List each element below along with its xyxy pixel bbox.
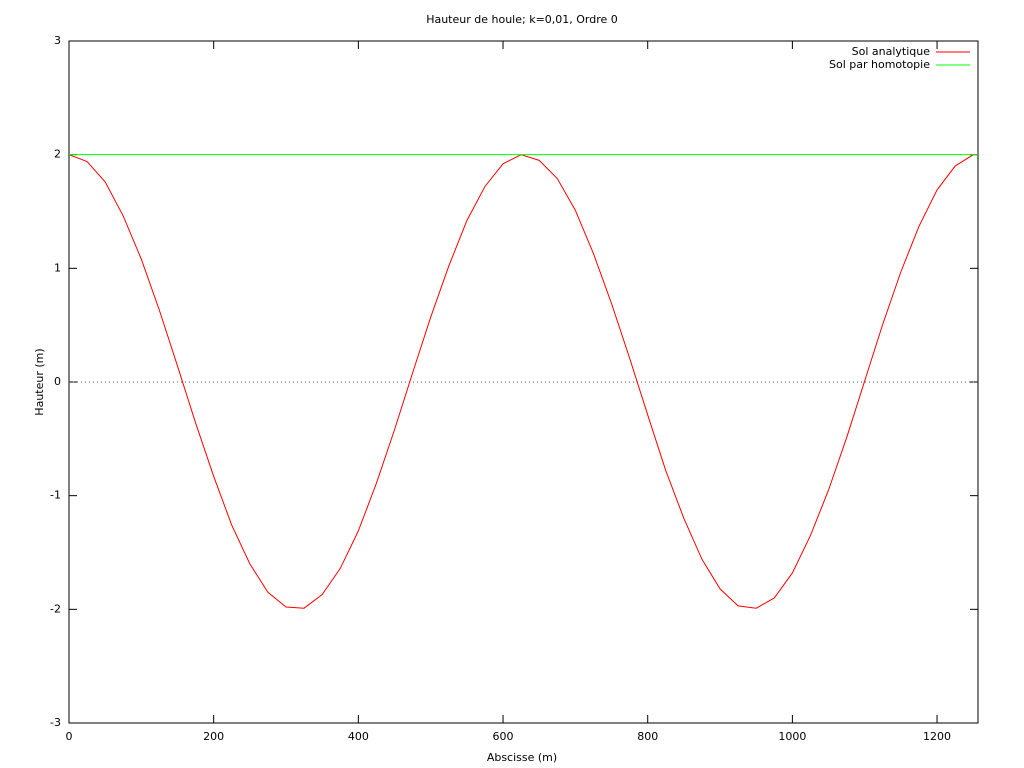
- y-tick-label: 3: [54, 34, 61, 47]
- x-tick-label: 800: [637, 730, 658, 743]
- x-axis-label: Abscisse (m): [487, 751, 557, 764]
- y-tick-label: 0: [54, 375, 61, 388]
- legend-label: Sol par homotopie: [829, 58, 930, 71]
- x-tick-label: 400: [348, 730, 369, 743]
- y-tick-label: -1: [50, 489, 61, 502]
- x-tick-label: 200: [203, 730, 224, 743]
- legend-label: Sol analytique: [852, 45, 931, 58]
- y-axis-label: Hauteur (m): [33, 348, 46, 415]
- x-tick-label: 1200: [923, 730, 951, 743]
- series-line: [68, 154, 978, 609]
- chart-title: Hauteur de houle; k=0,01, Ordre 0: [426, 13, 618, 26]
- plot-frame: [68, 40, 979, 724]
- x-tick-label: 1000: [778, 730, 806, 743]
- x-tick-label: 0: [66, 730, 73, 743]
- y-tick-label: -3: [50, 716, 61, 729]
- x-tick-label: 600: [493, 730, 514, 743]
- y-tick-label: 1: [54, 261, 61, 274]
- y-tick-label: -2: [50, 602, 61, 615]
- y-tick-label: 2: [54, 148, 61, 161]
